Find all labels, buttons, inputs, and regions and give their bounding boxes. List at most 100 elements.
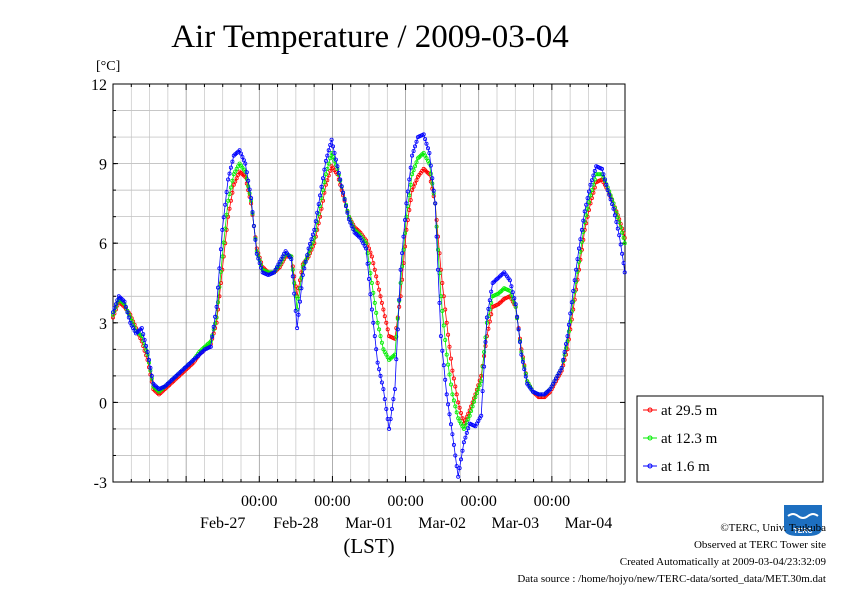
data-point <box>368 292 373 297</box>
data-point <box>220 227 225 232</box>
y-axis-label: [°C] <box>96 59 120 74</box>
data-point <box>378 294 383 299</box>
data-point <box>328 168 333 173</box>
data-point <box>384 406 389 411</box>
data-point <box>561 357 566 362</box>
data-point <box>372 334 377 339</box>
data-point <box>520 359 525 364</box>
data-point <box>410 172 415 177</box>
data-point <box>342 197 347 202</box>
data-point <box>562 349 567 354</box>
data-point <box>471 399 476 404</box>
data-point <box>113 302 118 307</box>
data-point <box>378 373 383 378</box>
data-point <box>608 197 613 202</box>
data-point <box>215 285 220 290</box>
data-point <box>236 172 241 177</box>
data-point <box>454 464 459 469</box>
data-point <box>467 413 472 418</box>
data-point <box>476 387 481 392</box>
data-point <box>463 423 468 428</box>
data-point <box>246 178 251 183</box>
data-point <box>142 337 147 342</box>
data-point <box>251 223 256 228</box>
data-point <box>427 150 432 155</box>
data-point <box>578 237 583 242</box>
data-point <box>404 201 409 206</box>
data-point <box>213 321 218 326</box>
data-point <box>111 312 116 317</box>
data-point <box>330 154 335 159</box>
data-point <box>479 379 484 384</box>
data-point <box>366 276 371 281</box>
data-point <box>622 241 627 246</box>
data-point <box>211 324 216 329</box>
data-point <box>453 384 458 389</box>
data-point <box>516 327 521 332</box>
data-point <box>470 404 475 409</box>
data-point <box>218 247 223 252</box>
data-point <box>369 307 374 312</box>
credit-copyright: ©TERC, Univ. Tsukuba <box>720 522 826 534</box>
data-point <box>339 184 344 189</box>
data-point <box>388 416 393 421</box>
data-point <box>513 302 518 307</box>
data-point <box>584 202 589 207</box>
data-point <box>329 137 334 142</box>
data-point <box>377 287 382 292</box>
data-point <box>424 141 429 146</box>
data-point <box>588 182 593 187</box>
data-point <box>343 204 348 209</box>
data-point <box>610 202 615 207</box>
data-point <box>434 234 439 239</box>
data-point <box>223 202 228 207</box>
data-point <box>345 210 350 215</box>
data-point <box>587 189 592 194</box>
data-point <box>292 291 297 296</box>
data-point <box>228 185 233 190</box>
data-point <box>428 163 433 168</box>
data-point <box>592 168 597 173</box>
data-point <box>320 188 325 193</box>
data-point <box>123 304 128 309</box>
data-point <box>615 215 620 220</box>
data-point <box>568 319 573 324</box>
data-point <box>453 404 458 409</box>
data-point <box>306 246 311 251</box>
data-point <box>249 196 254 201</box>
data-point <box>425 146 430 151</box>
data-point <box>341 190 346 195</box>
wave-icon <box>787 513 819 519</box>
data-point <box>210 334 215 339</box>
data-point <box>213 314 218 319</box>
data-point <box>589 178 594 183</box>
data-point <box>473 395 478 400</box>
data-point <box>336 170 341 175</box>
data-point <box>408 182 413 187</box>
data-point <box>457 405 462 410</box>
data-point <box>441 363 446 368</box>
data-point <box>289 257 294 262</box>
data-point <box>487 298 492 303</box>
data-point <box>397 297 402 302</box>
data-point <box>577 246 582 251</box>
credit-source: Data source : /home/hojyo/new/TERC-data/… <box>517 573 826 585</box>
data-point <box>437 300 442 305</box>
data-point <box>387 426 392 431</box>
data-point <box>611 206 616 211</box>
data-point <box>428 171 433 176</box>
data-point <box>322 180 327 185</box>
data-point <box>404 227 409 232</box>
data-point <box>489 289 494 294</box>
data-point <box>338 177 343 182</box>
data-point <box>377 367 382 372</box>
data-point <box>414 178 419 183</box>
data-point <box>323 172 328 177</box>
data-point <box>479 413 484 418</box>
x-time-label: 00:00 <box>387 493 423 510</box>
data-point <box>227 206 232 211</box>
data-point <box>430 181 435 186</box>
data-point <box>228 165 233 170</box>
data-point <box>522 367 527 372</box>
data-point <box>372 300 377 305</box>
